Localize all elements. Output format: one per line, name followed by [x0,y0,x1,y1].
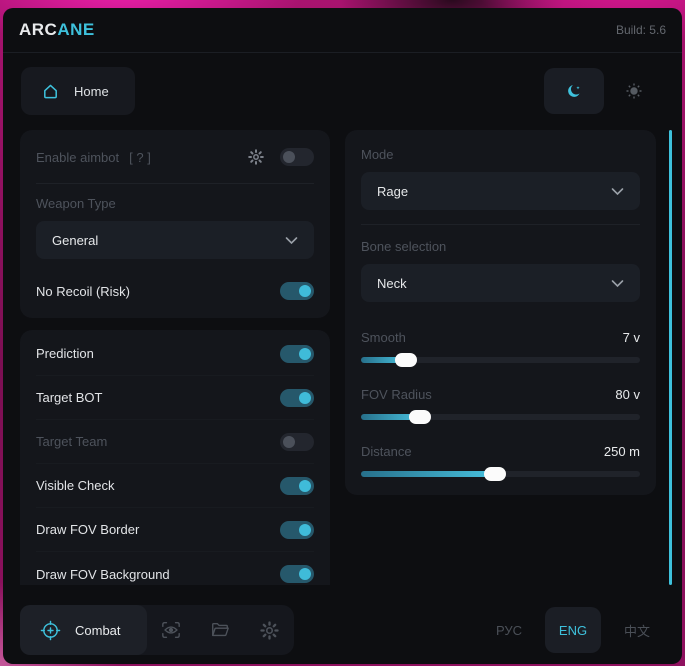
vertical-scrollbar[interactable] [669,130,672,585]
slider-fill [361,414,420,420]
slider-knob[interactable] [408,410,431,424]
lang-rus-label: РУС [495,622,523,638]
language-group: РУС ENG 中文 [481,607,665,653]
fov-radius-slider-group: FOV Radius 80 v [361,387,640,424]
no-recoil-toggle[interactable] [280,282,314,300]
distance-value: 250 m [603,444,640,459]
smooth-value: 7 v [622,330,640,345]
target-bot-label: Target BOT [36,390,103,405]
lang-zh-label: 中文 [623,623,650,639]
home-label: Home [74,83,109,99]
weapon-type-value: General [52,232,99,248]
target-bot-toggle[interactable] [280,388,314,407]
bone-select[interactable]: Neck [361,264,640,302]
mode-label: Mode [361,147,394,162]
mode-value: Rage [377,183,409,199]
chevron-down-icon [611,187,624,196]
prediction-label: Prediction [36,346,94,361]
build-label: Build: 5.6 [615,23,666,37]
smooth-slider[interactable] [361,353,640,367]
toggle-row: Target BOT [36,376,314,420]
app-window: ARCANE Build: 5.6 Home [3,8,682,664]
combat-tab-label: Combat [75,622,121,638]
fov-radius-label: FOV Radius [361,387,432,402]
left-column: Enable aimbot [ ? ] [20,130,330,585]
mode-select[interactable]: Rage [361,172,640,210]
lang-zh-button[interactable]: 中文 [609,607,665,653]
chevron-down-icon [611,279,624,288]
fov-radius-value: 80 v [615,387,640,402]
toggle-row: Target Team [36,420,314,464]
visible-check-toggle[interactable] [280,476,314,495]
crosshair-icon [40,620,61,641]
toggle-row: Visible Check [36,464,314,508]
toggle-row: Draw FOV Background [36,552,314,585]
toggle-row: Prediction [36,332,314,376]
fov-radius-slider[interactable] [361,410,640,424]
toggle-row: Draw FOV Border [36,508,314,552]
prediction-toggle[interactable] [280,344,314,363]
draw-fov-border-label: Draw FOV Border [36,522,140,537]
tab-settings[interactable] [245,605,294,655]
enable-aimbot-label: Enable aimbot [36,149,120,165]
title-bar: ARCANE Build: 5.6 [3,8,682,53]
visible-check-label: Visible Check [36,478,115,493]
home-button[interactable]: Home [21,67,135,115]
home-icon [41,82,60,101]
light-theme-button[interactable] [604,68,664,114]
bone-selection-label: Bone selection [361,239,447,254]
nav-row: Home [3,53,682,115]
logo-primary: ARC [19,20,58,39]
tab-configs[interactable] [196,605,245,655]
slider-fill [361,471,495,477]
weapon-type-label: Weapon Type [36,196,116,211]
tab-combat[interactable]: Combat [20,605,147,655]
gear-icon [259,620,279,640]
moon-icon [566,83,583,100]
draw-fov-border-toggle[interactable] [280,520,314,539]
no-recoil-label: No Recoil (Risk) [36,283,130,299]
divider [361,224,640,225]
theme-toggle-group [544,68,664,114]
weapon-type-select[interactable]: General [36,221,314,259]
aimbot-settings-gear-icon[interactable] [248,149,264,165]
target-team-label: Target Team [36,434,108,449]
smooth-label: Smooth [361,330,406,345]
lang-eng-label: ENG [558,622,588,638]
aimbot-panel: Enable aimbot [ ? ] [20,130,330,318]
slider-knob[interactable] [483,467,506,481]
draw-fov-background-label: Draw FOV Background [36,566,170,582]
toggles-panel: Prediction Target BOT Target Team Visibl… [20,330,330,585]
tab-visuals[interactable] [147,605,196,655]
lang-eng-button[interactable]: ENG [545,607,601,653]
folder-icon [210,620,230,640]
divider [36,183,314,184]
tab-group: Combat [20,605,294,655]
smooth-slider-group: Smooth 7 v [361,330,640,367]
footer-bar: Combat [20,604,665,656]
enable-aimbot-toggle[interactable] [280,148,314,166]
target-team-toggle[interactable] [280,432,314,451]
distance-label: Distance [361,444,412,459]
aimbot-help-hint[interactable]: [ ? ] [129,149,151,165]
slider-knob[interactable] [394,353,417,367]
bone-value: Neck [377,275,407,291]
dark-theme-button[interactable] [544,68,604,114]
sun-icon [626,83,642,99]
app-logo: ARCANE [19,20,95,40]
chevron-down-icon [285,236,298,245]
slider-fill [361,357,406,363]
distance-slider[interactable] [361,467,640,481]
mode-panel: Mode Rage Bone selection Neck [345,130,656,495]
lang-rus-button[interactable]: РУС [481,607,537,653]
draw-fov-background-toggle[interactable] [280,565,314,583]
eye-scan-icon [161,620,181,640]
logo-accent: ANE [57,20,95,39]
right-column: Mode Rage Bone selection Neck [345,130,656,585]
distance-slider-group: Distance 250 m [361,444,640,481]
settings-content: Enable aimbot [ ? ] [20,130,656,585]
